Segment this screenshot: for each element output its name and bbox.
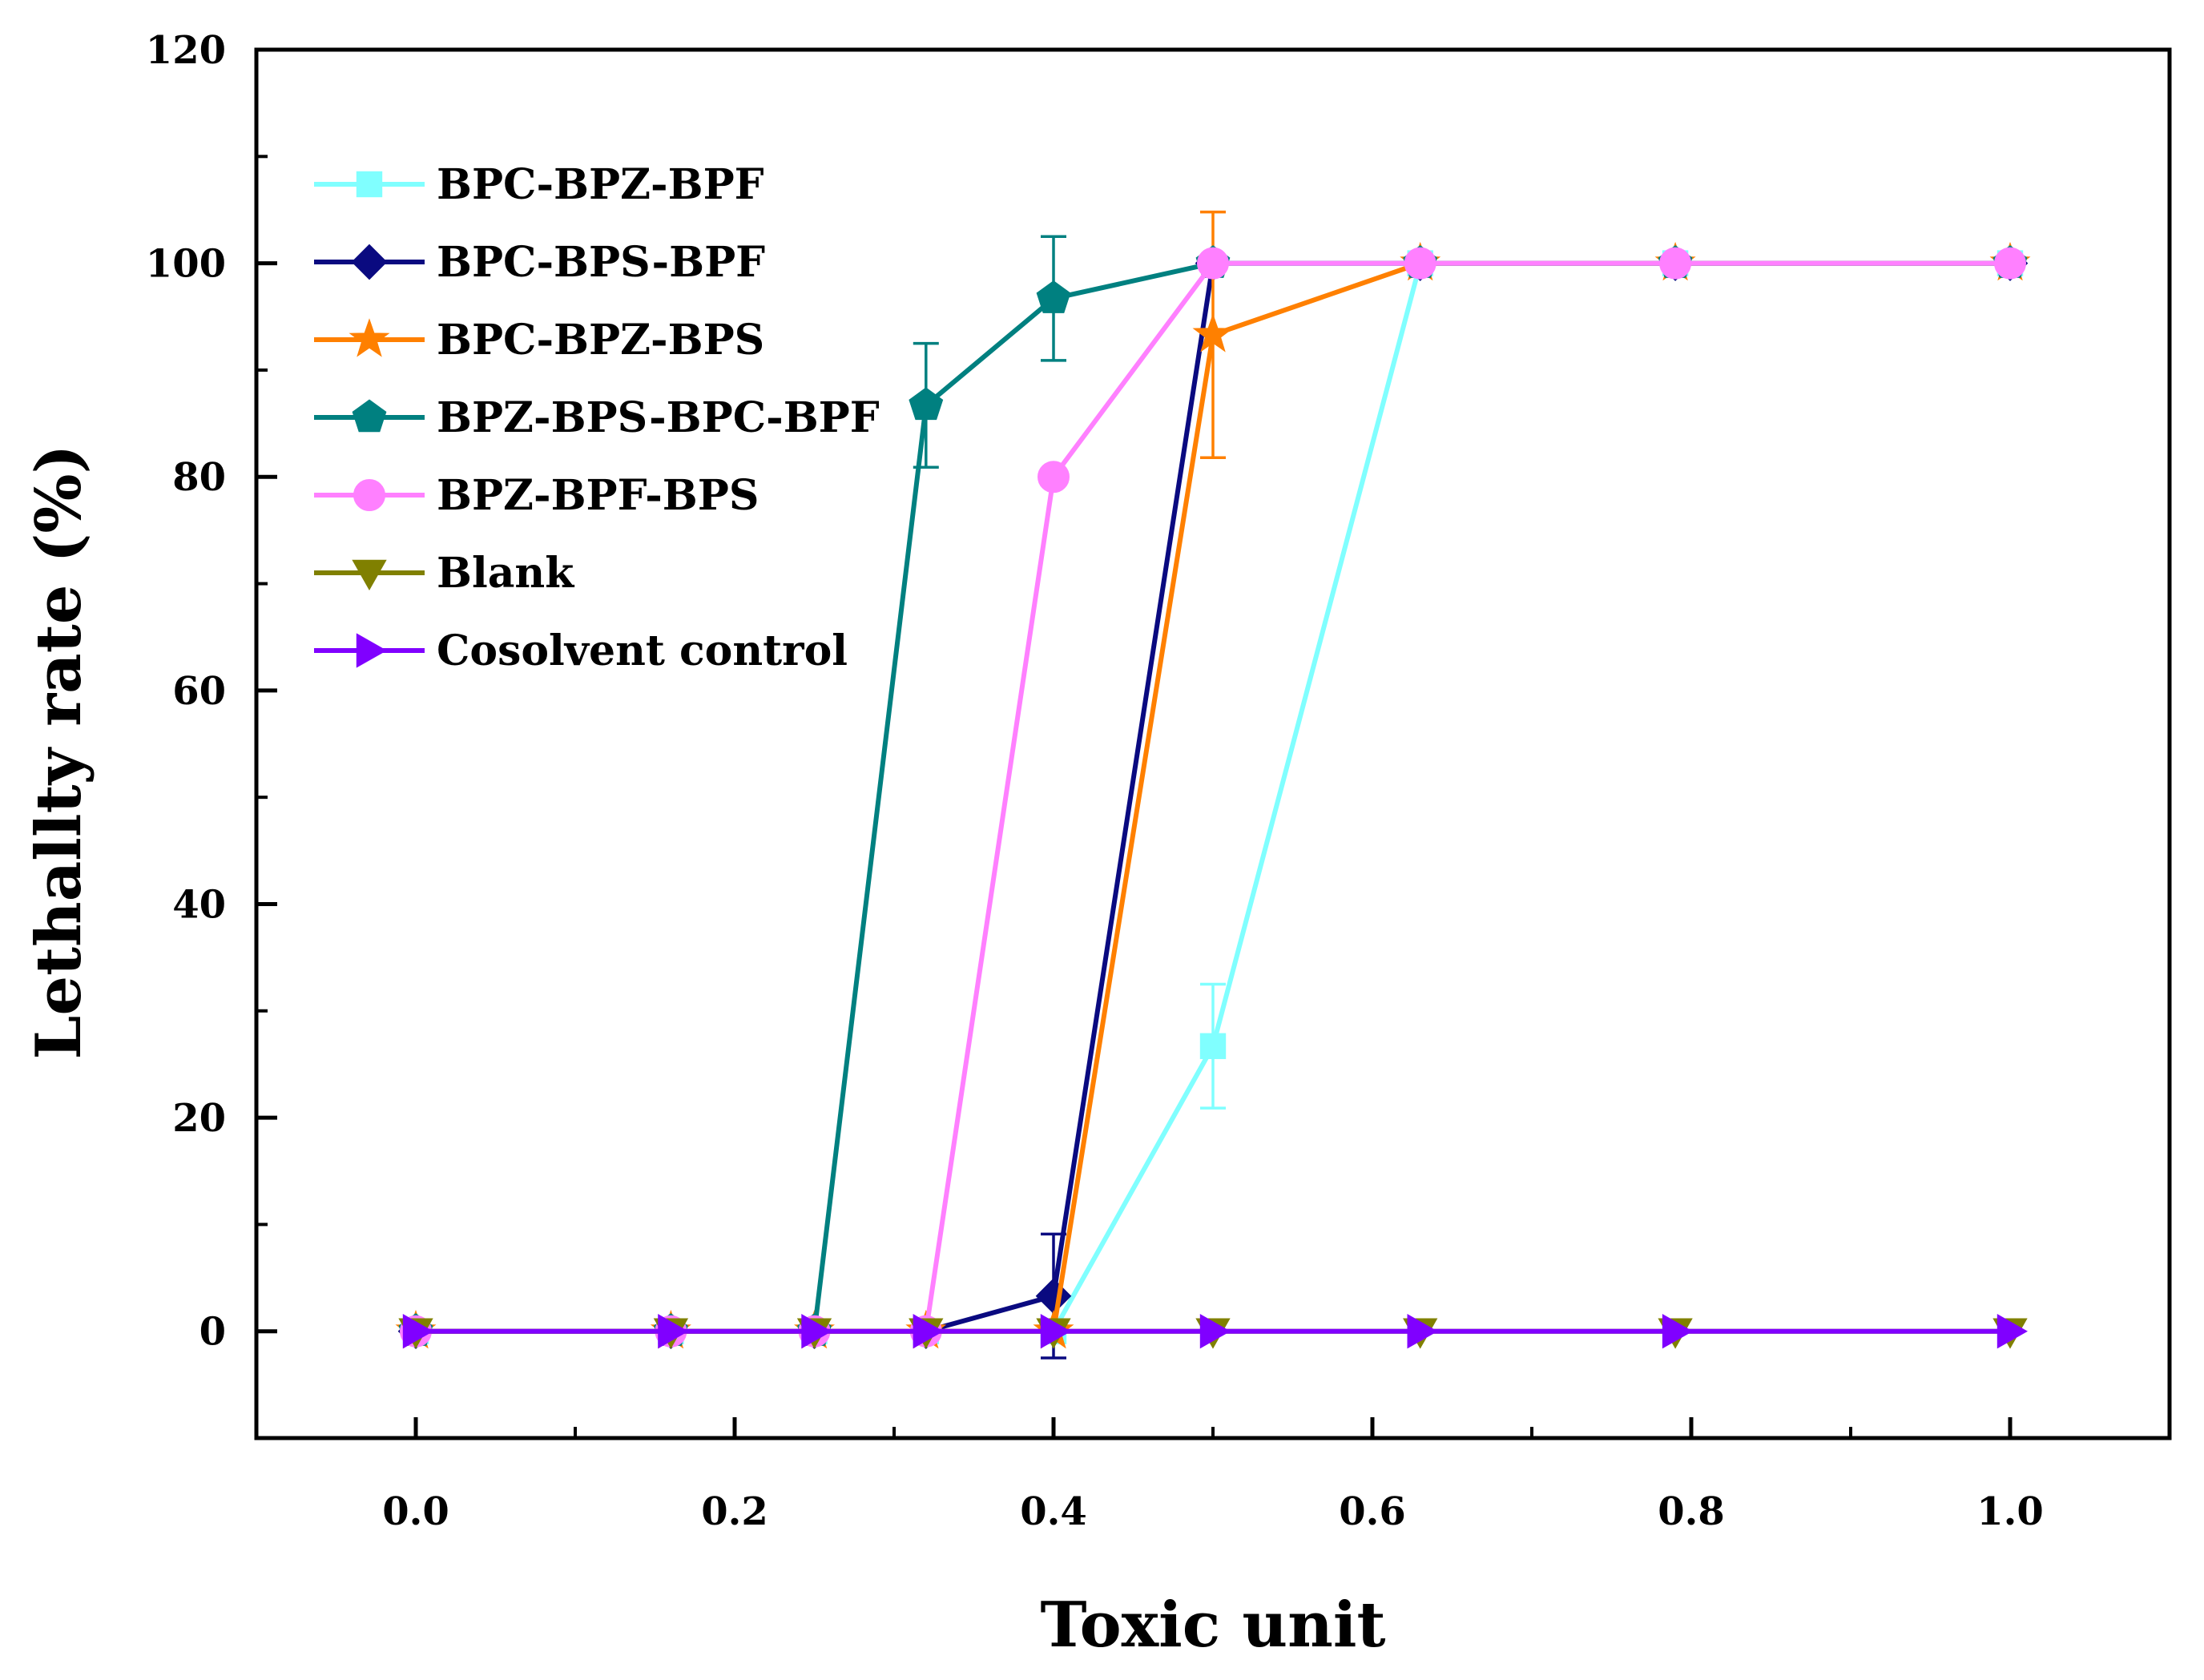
data-point xyxy=(658,1314,689,1349)
legend-label: BPC-BPZ-BPS xyxy=(437,316,764,365)
data-point xyxy=(1996,1314,2028,1349)
x-tick-label: 0.6 xyxy=(1339,1489,1406,1534)
legend-label: BPC-BPS-BPF xyxy=(437,238,765,287)
data-point xyxy=(1994,247,2026,280)
y-axis-ticks: 0 20 40 60 80 100 120 xyxy=(146,28,277,1440)
legend-item-blank: Blank xyxy=(314,549,574,598)
y-tick-label: 80 xyxy=(172,455,226,500)
legend-label: BPZ-BPS-BPC-BPF xyxy=(437,393,880,442)
legend-item-bpz-bps-bpc-bpf: BPZ-BPS-BPC-BPF xyxy=(314,393,880,442)
data-point xyxy=(1040,1314,1071,1349)
data-point xyxy=(1036,280,1071,313)
legend: BPC-BPZ-BPF BPC-BPS-BPF BPC-BPZ-BPS BPZ-BPS… xyxy=(314,160,880,675)
data-point xyxy=(402,1314,433,1349)
series-layer xyxy=(395,210,2031,1360)
x-tick-label: 0.8 xyxy=(1658,1489,1725,1534)
x-axis-ticks: 0.0 0.2 0.4 0.6 0.8 1.0 xyxy=(382,1417,2044,1534)
legend-label: BPC-BPZ-BPF xyxy=(437,160,764,209)
legend-item-bpc-bpz-bpf: BPC-BPZ-BPF xyxy=(314,160,764,209)
legend-label: Blank xyxy=(437,549,574,598)
data-point xyxy=(1038,461,1070,494)
legend-marker xyxy=(351,244,388,280)
x-tick-label: 0.4 xyxy=(1020,1489,1087,1534)
data-point xyxy=(1199,1314,1231,1349)
legend-marker xyxy=(352,399,387,433)
data-point xyxy=(801,1314,832,1349)
y-tick-label: 0 xyxy=(199,1310,226,1355)
data-point xyxy=(1407,1314,1438,1349)
legend-item-bpc-bps-bpf: BPC-BPS-BPF xyxy=(314,238,765,287)
legend-label: Cosolvent control xyxy=(437,626,848,675)
series-cosolvent-control xyxy=(402,1314,2028,1349)
y-axis-title: Lethallty rate (%) xyxy=(22,445,95,1060)
legend-item-bpz-bpf-bps: BPZ-BPF-BPS xyxy=(314,471,759,520)
y-tick-label: 100 xyxy=(146,242,226,287)
data-point xyxy=(1659,247,1692,280)
y-tick-label: 20 xyxy=(172,1096,226,1141)
legend-marker xyxy=(356,171,383,198)
x-tick-label: 0.2 xyxy=(701,1489,768,1534)
legend-marker xyxy=(349,318,390,357)
data-point xyxy=(1192,313,1234,353)
y-tick-label: 40 xyxy=(172,882,226,927)
legend-marker xyxy=(352,559,387,590)
legend-marker xyxy=(353,479,385,511)
legend-marker xyxy=(356,633,387,668)
data-point xyxy=(913,1314,944,1349)
legend-item-bpc-bpz-bps: BPC-BPZ-BPS xyxy=(314,316,764,365)
data-point xyxy=(1404,247,1436,280)
x-axis-title: Toxic unit xyxy=(1041,1589,1386,1662)
y-tick-label: 60 xyxy=(172,669,226,714)
x-tick-label: 1.0 xyxy=(1976,1489,2044,1534)
legend-item-cosolvent-control: Cosolvent control xyxy=(314,626,848,675)
data-point xyxy=(1662,1314,1694,1349)
data-point xyxy=(1199,1033,1227,1059)
data-point xyxy=(1197,247,1229,280)
x-tick-label: 0.0 xyxy=(382,1489,449,1534)
y-tick-label: 120 xyxy=(146,28,226,73)
data-point xyxy=(909,387,944,421)
legend-label: BPZ-BPF-BPS xyxy=(437,471,759,520)
